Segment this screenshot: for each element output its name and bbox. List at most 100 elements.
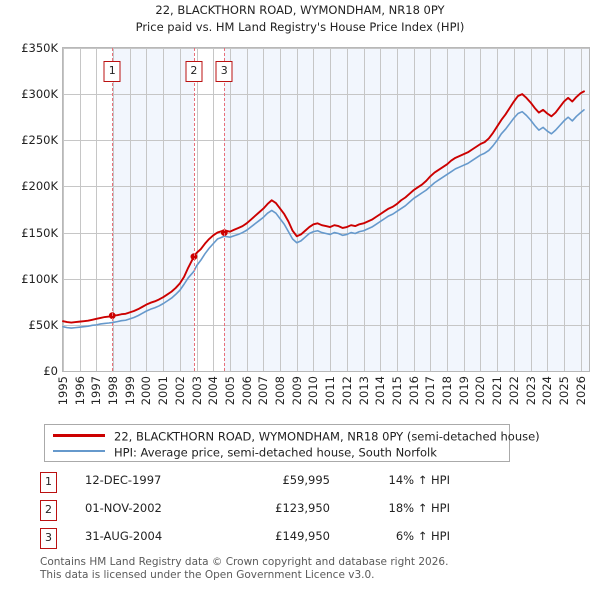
table-row: 2 01-NOV-2002 £123,950 18% ↑ HPI — [40, 498, 460, 526]
gridline-vertical — [330, 48, 332, 371]
gridline-horizontal — [63, 94, 589, 96]
y-axis-tick-label: £350K — [21, 41, 58, 55]
gridline-vertical — [163, 48, 165, 371]
legend-item-hpi: HPI: Average price, semi-detached house,… — [53, 444, 437, 460]
x-axis-tick-label: 2025 — [556, 376, 571, 406]
sale-price: £149,950 — [275, 529, 330, 543]
x-axis-tick-label: 2021 — [490, 376, 505, 406]
sale-index-badge: 3 — [40, 528, 57, 549]
x-axis-tick-label: 2006 — [239, 376, 254, 406]
footer-line-1: Contains HM Land Registry data © Crown c… — [40, 556, 449, 568]
sale-index-badge: 1 — [40, 472, 57, 493]
gridline-vertical — [413, 48, 415, 371]
x-axis-tick-label: 2002 — [172, 376, 187, 406]
legend-swatch-price-paid — [53, 433, 105, 437]
gridline-vertical — [229, 48, 231, 371]
gridline-horizontal — [63, 278, 589, 280]
x-axis-tick-label: 2005 — [222, 376, 237, 406]
x-axis-tick-label: 1997 — [89, 376, 104, 406]
line-hpi — [62, 109, 585, 329]
y-axis-tick-label: £0 — [43, 364, 58, 378]
x-axis-tick-label: 2019 — [456, 376, 471, 406]
page-title: 22, BLACKTHORN ROAD, WYMONDHAM, NR18 0PY… — [0, 2, 600, 36]
gridline-vertical — [96, 48, 98, 371]
x-axis-tick-label: 2017 — [423, 376, 438, 406]
x-axis-tick-label: 2018 — [440, 376, 455, 406]
x-axis-tick-label: 2004 — [206, 376, 221, 406]
gridline-horizontal — [63, 48, 589, 49]
x-axis-tick-label: 2016 — [406, 376, 421, 406]
x-axis-tick-label: 1999 — [122, 376, 137, 406]
y-axis-tick-label: £50K — [28, 317, 59, 332]
gridline-vertical — [530, 48, 532, 371]
table-row: 1 12-DEC-1997 £59,995 14% ↑ HPI — [40, 470, 460, 498]
gridline-vertical — [497, 48, 499, 371]
gridline-vertical — [246, 48, 248, 371]
x-axis-tick-label: 2026 — [573, 376, 588, 406]
sale-price: £123,950 — [275, 501, 330, 515]
gridline-vertical — [563, 48, 565, 371]
event-line — [193, 48, 195, 371]
gridline-vertical — [430, 48, 432, 371]
legend-label-hpi: HPI: Average price, semi-detached house,… — [114, 445, 437, 460]
line-price-paid — [62, 90, 585, 324]
gridline-horizontal — [63, 140, 589, 142]
x-axis-tick-label: 2007 — [256, 376, 271, 406]
gridline-vertical — [463, 48, 465, 371]
event-marker-badge[interactable]: 1 — [103, 61, 121, 82]
x-axis-tick-label: 1995 — [56, 376, 70, 406]
sale-hpi-delta: 6% ↑ HPI — [395, 529, 450, 543]
chart-legend: 22, BLACKTHORN ROAD, WYMONDHAM, NR18 0PY… — [44, 424, 540, 462]
y-axis-tick-label: £200K — [21, 179, 58, 194]
gridline-vertical — [79, 48, 81, 371]
title-line-1: 22, BLACKTHORN ROAD, WYMONDHAM, NR18 0PY — [155, 3, 445, 17]
gridline-horizontal — [63, 324, 589, 326]
y-axis-tick-label: £250K — [21, 133, 58, 148]
table-row: 3 31-AUG-2004 £149,950 6% ↑ HPI — [40, 526, 460, 554]
x-axis-tick-label: 2010 — [306, 376, 321, 406]
x-axis-tick-label: 2011 — [323, 376, 338, 406]
gridline-vertical — [146, 48, 148, 371]
gridline-vertical — [580, 48, 582, 371]
x-axis-tick-label: 2023 — [523, 376, 538, 406]
gridline-vertical — [263, 48, 265, 371]
legend-item-price-paid: 22, BLACKTHORN ROAD, WYMONDHAM, NR18 0PY… — [53, 428, 540, 444]
gridline-vertical — [129, 48, 131, 371]
gridline-vertical — [513, 48, 515, 371]
gridline-vertical — [346, 48, 348, 371]
y-axis-tick-label: £300K — [21, 87, 58, 102]
x-axis-tick-label: 2000 — [139, 376, 154, 406]
gridline-vertical — [113, 48, 115, 371]
footer-attribution: Contains HM Land Registry data © Crown c… — [40, 556, 580, 582]
ownership-band — [224, 48, 589, 371]
gridline-vertical — [447, 48, 449, 371]
gridline-vertical — [179, 48, 181, 371]
x-axis-tick-label: 2013 — [356, 376, 371, 406]
gridline-vertical — [547, 48, 549, 371]
title-line-2: Price paid vs. HM Land Registry's House … — [135, 20, 465, 34]
gridline-vertical — [380, 48, 382, 371]
x-axis-tick-label: 1998 — [106, 376, 121, 406]
series-lines — [62, 90, 585, 329]
x-axis-tick-label: 2015 — [389, 376, 404, 406]
legend-label-price-paid: 22, BLACKTHORN ROAD, WYMONDHAM, NR18 0PY… — [114, 429, 540, 444]
gridline-vertical — [213, 48, 215, 371]
gridline-vertical — [196, 48, 198, 371]
event-marker-badge[interactable]: 2 — [185, 61, 203, 82]
x-axis-tick-label: 2009 — [289, 376, 304, 406]
sale-hpi-delta: 18% ↑ HPI — [388, 501, 450, 515]
gridline-vertical — [396, 48, 398, 371]
event-line — [112, 48, 114, 371]
gridline-vertical — [363, 48, 365, 371]
gridline-vertical — [63, 48, 64, 371]
x-axis-tick-label: 2008 — [273, 376, 288, 406]
sale-date: 12-DEC-1997 — [85, 473, 162, 487]
event-marker-badge[interactable]: 3 — [215, 61, 233, 82]
gridline-vertical — [480, 48, 482, 371]
sale-hpi-delta: 14% ↑ HPI — [388, 473, 450, 487]
y-axis-tick-label: £150K — [21, 225, 58, 240]
gridline-horizontal — [63, 186, 589, 188]
